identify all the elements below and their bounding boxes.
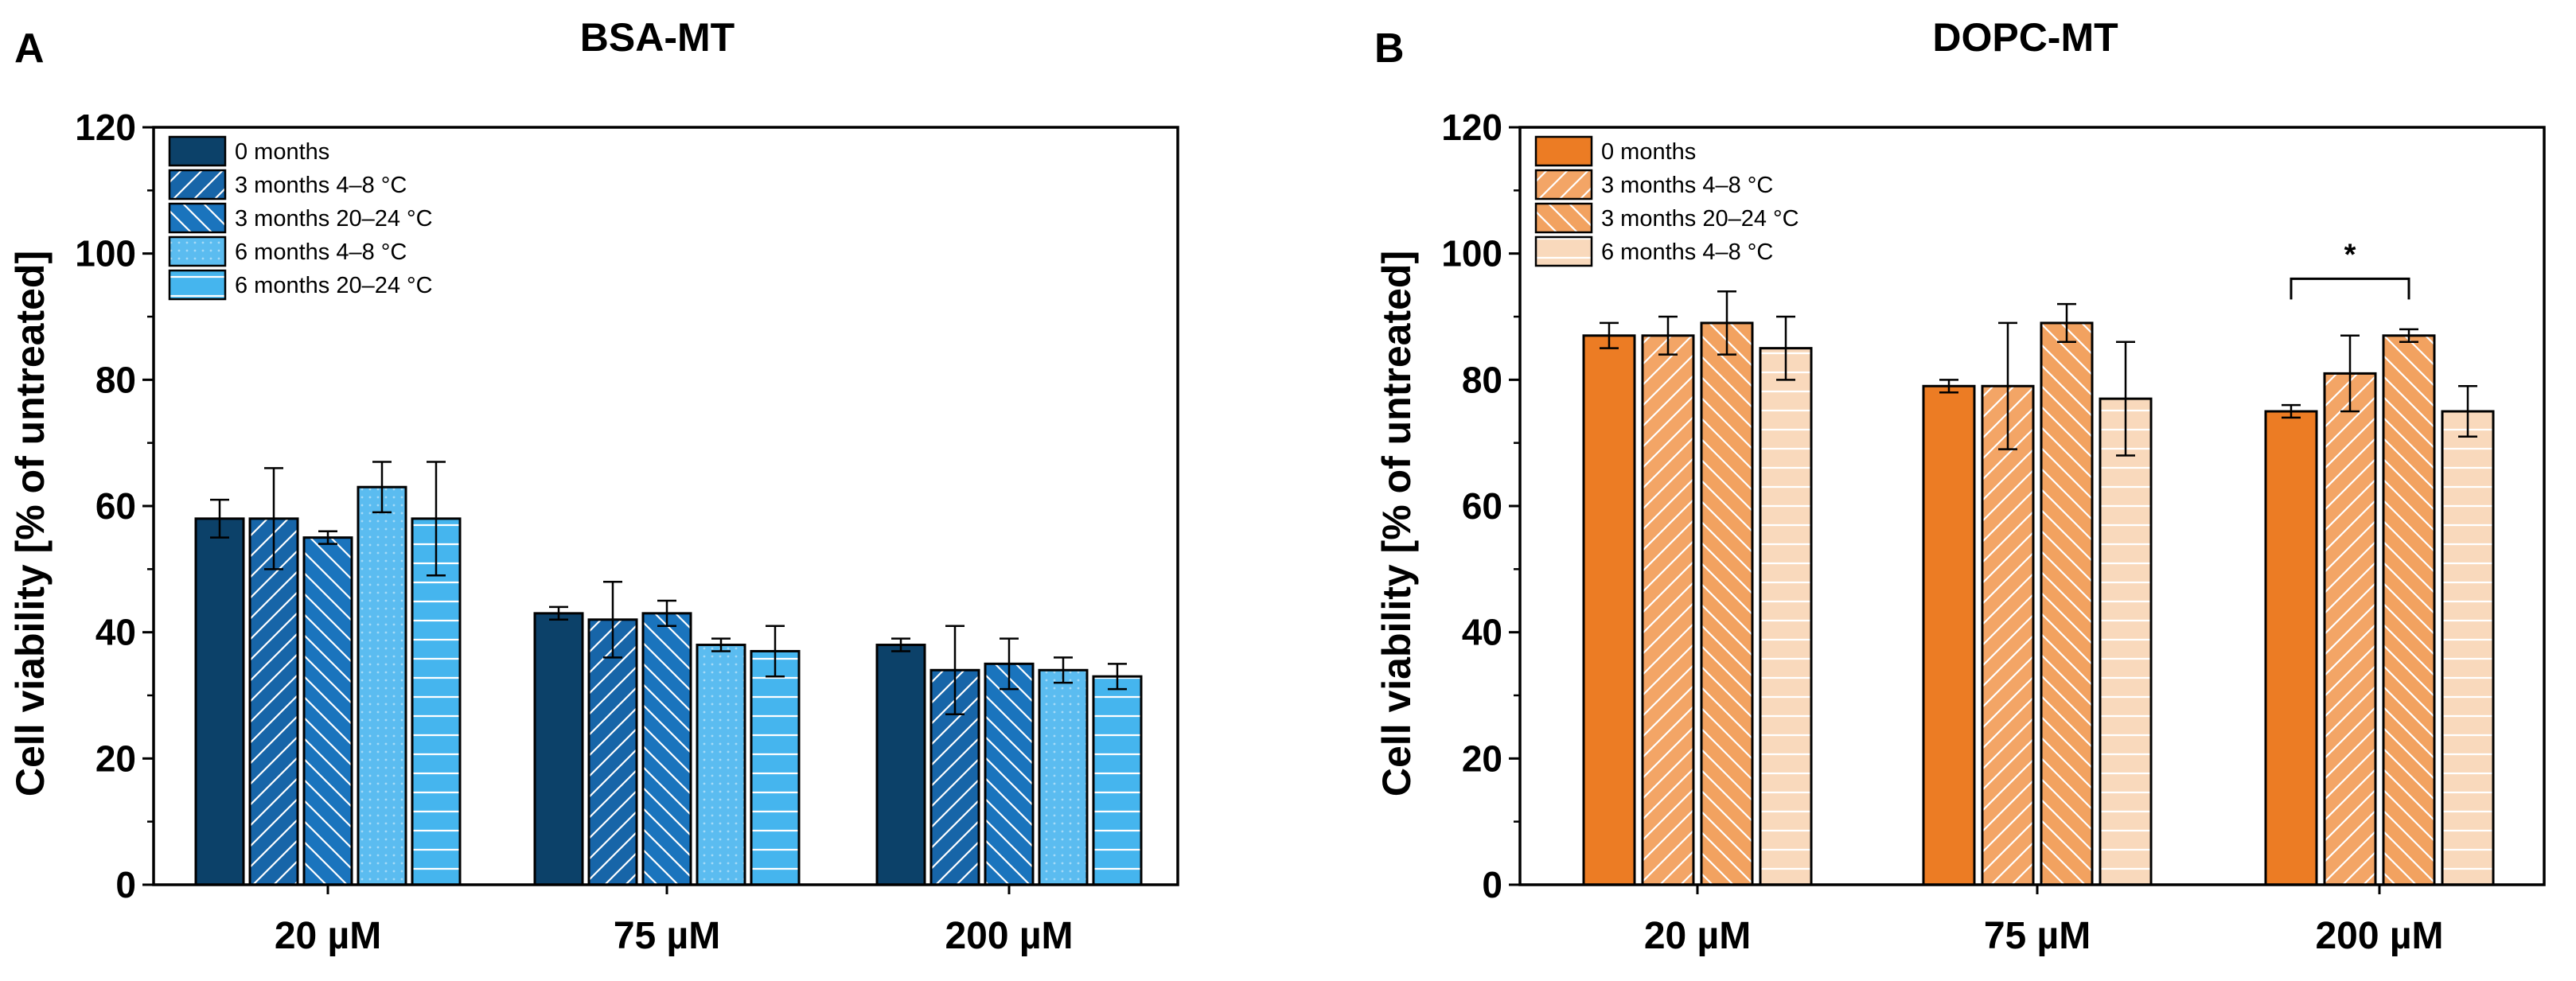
panel-b-legend-label: 0 months (1601, 139, 1696, 165)
panel-a-xtick-label: 200 µM (945, 915, 1073, 957)
panel-a: A BSA-MT Cell viability [% of untreated]… (8, 15, 1179, 957)
panel-a-bar-3-months-20-24-c-75-m-hatch (643, 613, 691, 885)
panel-b-legend-swatch-3-months-4-8-c-hatch (1536, 170, 1592, 199)
panel-a-legend-label: 0 months (235, 139, 329, 165)
panel-a-xtick-label: 75 µM (614, 915, 720, 957)
panel-b-ytick-label: 0 (1482, 864, 1502, 905)
panel-b: B DOPC-MT Cell viability [% of untreated… (1374, 15, 2546, 957)
panel-a-legend-label: 3 months 20–24 °C (235, 206, 433, 232)
panel-b-ytick-label: 100 (1441, 233, 1502, 274)
panel-a-legend-swatch-6-months-4-8-c-outline (168, 236, 227, 267)
panel-b-y-axis-label: Cell viability [% of untreated] (1374, 251, 1419, 796)
panel-a-bar-6-months-20-24-c-75-m-hatch (751, 651, 799, 885)
panel-a-legend-swatch-3-months-20-24-c-outline (168, 202, 227, 234)
panel-b-bar-3-months-20-24-c-200-m-hatch (2383, 335, 2434, 885)
panel-a-legend-label: 6 months 20–24 °C (235, 273, 433, 298)
panel-b-legend-swatch-3-months-20-24-c-hatch (1536, 204, 1592, 232)
panel-b-ytick-label: 120 (1441, 107, 1502, 148)
panel-b-ytick-label: 20 (1462, 738, 1502, 779)
panel-b-legend-swatch-3-months-4-8-c-outline (1534, 169, 1593, 200)
panel-b-bar-6-months-4-8-c-20-m-hatch (1760, 348, 1811, 886)
panel-b-bar-3-months-4-8-c-200-m-hatch (2325, 373, 2375, 885)
panel-b-legend-swatch-6-months-4-8-c-outline (1534, 236, 1593, 267)
panel-b-letter: B (1374, 25, 1405, 72)
panel-a-ytick-label: 20 (95, 738, 136, 779)
panel-b-bar-0-months-200-m (2266, 411, 2317, 885)
panel-a-title: BSA-MT (580, 15, 735, 60)
panel-a-legend-swatch-3-months-20-24-c-hatch (170, 204, 225, 232)
panel-b-ytick-label: 40 (1462, 612, 1502, 653)
panel-b-ytick-label: 60 (1462, 485, 1502, 527)
panel-b-significance-label: * (2344, 238, 2356, 271)
panel-b-bar-0-months-20-m (1584, 335, 1635, 885)
panel-b-legend-swatch-6-months-4-8-c-hatch (1536, 237, 1592, 266)
panel-a-bar-6-months-4-8-c-200-m-hatch (1039, 670, 1087, 885)
panel-a-ytick-label: 40 (95, 612, 136, 653)
panel-a-letter: A (14, 25, 45, 72)
panel-b-title: DOPC-MT (1932, 15, 2118, 60)
panel-b-significance-bracket (2290, 277, 2410, 300)
panel-b-bar-0-months-75-m (1923, 386, 1974, 885)
panel-a-legend-swatch-6-months-20-24-c-outline (168, 269, 227, 301)
panel-a-bar-3-months-4-8-c-20-m-hatch (250, 518, 298, 885)
panel-a-legend-swatch-6-months-20-24-c-hatch (170, 271, 225, 299)
panel-a-bar-6-months-20-24-c-20-m-hatch (412, 518, 460, 885)
panel-a-legend-swatch-3-months-4-8-c-hatch (170, 170, 225, 199)
panel-b-xtick-label: 75 µM (1984, 915, 2091, 957)
panel-a-legend-swatch-0-months (170, 137, 225, 165)
panel-b-bar-3-months-4-8-c-20-m-hatch (1643, 335, 1693, 885)
panel-b-legend-swatch-0-months-outline (1534, 135, 1593, 167)
panel-b-legend: 0 months 3 months 4–8 °C 3 months 20–24 °C… (1534, 135, 1799, 267)
panel-a-bar-3-months-20-24-c-200-m-hatch (985, 664, 1033, 885)
panel-b-bar-3-months-20-24-c-20-m-hatch (1701, 322, 1752, 885)
panel-b-bar-6-months-4-8-c-75-m-hatch (2100, 399, 2151, 886)
panel-a-ytick-label: 100 (75, 233, 136, 274)
panel-b-ytick-label: 80 (1462, 359, 1502, 400)
panel-b-legend-label: 3 months 20–24 °C (1601, 206, 1799, 232)
panel-a-ytick-label: 60 (95, 485, 136, 527)
panel-b-xtick-label: 200 µM (2315, 915, 2443, 957)
panel-b-legend-label: 6 months 4–8 °C (1601, 239, 1773, 265)
panel-b-legend-swatch-0-months (1536, 137, 1592, 165)
panel-b-axes-frame (1518, 126, 2546, 886)
panel-a-legend-label: 6 months 4–8 °C (235, 239, 407, 265)
panel-a-axes-frame (152, 126, 1179, 886)
panel-a-y-axis-label: Cell viability [% of untreated] (8, 251, 53, 796)
panel-b-legend-swatch-3-months-20-24-c-outline (1534, 202, 1593, 234)
panel-a-xtick-label: 20 µM (275, 915, 381, 957)
panel-b-plot: 0 20 40 60 80 100 120 20 µM 75 µM 200 µM * (1441, 107, 2546, 957)
panel-a-bar-3-months-4-8-c-75-m-hatch (589, 619, 637, 885)
panel-a-bar-6-months-4-8-c-75-m-hatch (697, 644, 745, 885)
panel-a-ytick-label: 80 (95, 359, 136, 400)
panel-a-bar-0-months-200-m (877, 644, 925, 885)
panel-a-legend: 0 months 3 months 4–8 °C 3 months 20–24 °C… (168, 135, 433, 301)
panel-a-bar-6-months-4-8-c-20-m-hatch (358, 487, 406, 885)
panel-a-plot: 0 20 40 60 80 100 120 20 µM 75 µM 200 µM (75, 107, 1179, 957)
panel-b-bar-3-months-4-8-c-75-m-hatch (1982, 386, 2033, 885)
panel-b-bar-6-months-4-8-c-200-m-hatch (2442, 411, 2493, 885)
panel-b-legend-label: 3 months 4–8 °C (1601, 173, 1773, 198)
panel-a-legend-swatch-3-months-4-8-c-outline (168, 169, 227, 200)
panel-a-bar-0-months-20-m (196, 518, 244, 885)
panel-a-bar-0-months-75-m (535, 613, 583, 885)
panel-a-legend-label: 3 months 4–8 °C (235, 173, 407, 198)
panel-a-bar-3-months-20-24-c-20-m-hatch (304, 537, 352, 885)
panel-a-ytick-label: 120 (75, 107, 136, 148)
panel-b-bar-3-months-20-24-c-75-m-hatch (2041, 322, 2092, 885)
panel-a-legend-swatch-6-months-4-8-c-hatch (170, 237, 225, 266)
panel-a-bar-6-months-20-24-c-200-m-hatch (1093, 676, 1141, 885)
panel-a-legend-swatch-0-months-outline (168, 135, 227, 167)
panel-a-ytick-label: 0 (115, 864, 136, 905)
panel-b-xtick-label: 20 µM (1644, 915, 1751, 957)
